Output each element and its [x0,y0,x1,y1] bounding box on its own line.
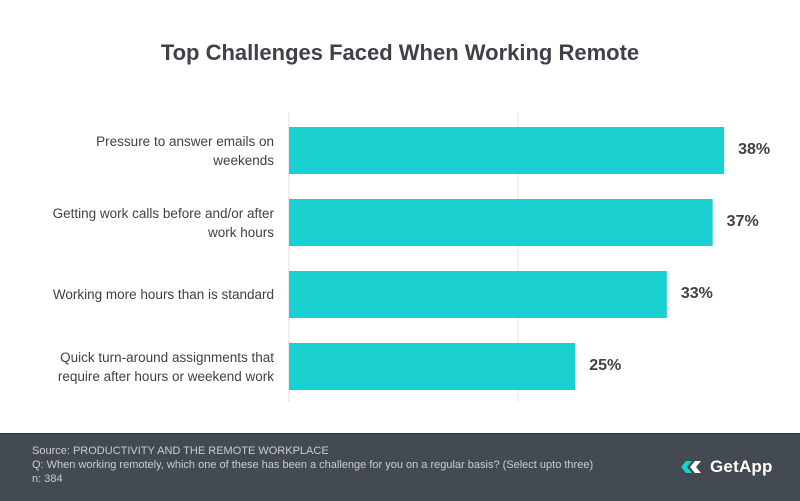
category-label: Working more hours than is standard [52,287,274,302]
sample-size-text: n: 384 [32,473,63,485]
value-label: 38% [738,140,771,158]
question-text: Q: When working remotely, which one of t… [32,459,594,471]
bar [289,271,667,318]
source-text: Source: PRODUCTIVITY AND THE REMOTE WORK… [32,445,329,457]
getapp-chevron-icon [681,461,701,473]
bar [289,343,576,390]
value-label: 33% [680,284,713,302]
getapp-logo: GetApp [680,456,773,478]
logo-text: GetApp [710,457,773,476]
chart-title: Top Challenges Faced When Working Remote [160,40,640,65]
category-label: Getting work calls before and/or after w… [52,205,274,240]
category-label: Quick turn-around assignments that requi… [57,349,274,384]
value-label: 37% [726,212,759,230]
value-label: 25% [589,356,622,374]
footer: Source: PRODUCTIVITY AND THE REMOTE WORK… [0,433,800,501]
chart-plot [288,112,725,402]
category-label: Pressure to answer emails on weekends [96,133,274,168]
bar [289,199,713,246]
footer-text: Source: PRODUCTIVITY AND THE REMOTE WORK… [32,444,593,486]
bar [289,127,725,174]
